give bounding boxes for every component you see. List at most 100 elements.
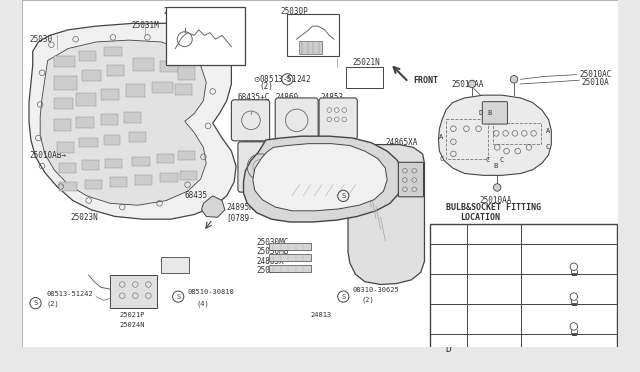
- Bar: [124, 112, 141, 123]
- Text: 25031M: 25031M: [132, 20, 159, 29]
- Text: (4): (4): [197, 300, 210, 307]
- FancyBboxPatch shape: [275, 98, 318, 143]
- Bar: [76, 93, 96, 106]
- Bar: [59, 163, 76, 173]
- Text: S: S: [341, 294, 346, 299]
- Text: AP/8^0P05: AP/8^0P05: [578, 371, 612, 372]
- Bar: [82, 160, 99, 170]
- Text: 25010AC: 25010AC: [579, 70, 612, 79]
- Text: 24853: 24853: [320, 93, 343, 102]
- Text: 1.4W: 1.4W: [485, 289, 504, 298]
- Bar: [110, 275, 157, 308]
- Text: 25031: 25031: [287, 157, 310, 166]
- Text: 25030+A: 25030+A: [350, 175, 382, 185]
- Text: 25030M: 25030M: [529, 247, 557, 256]
- Bar: [129, 132, 145, 142]
- Text: 14V_: 14V_: [485, 250, 504, 259]
- Bar: [79, 138, 98, 147]
- Bar: [287, 14, 339, 56]
- Text: D: D: [446, 344, 452, 354]
- Text: 24865XA: 24865XA: [385, 138, 418, 147]
- Text: S: S: [341, 193, 346, 199]
- Text: 68435: 68435: [185, 191, 208, 200]
- Text: 25030: 25030: [29, 35, 52, 44]
- Bar: [166, 7, 245, 65]
- Text: 25030P: 25030P: [281, 7, 308, 16]
- Text: LOCATION: LOCATION: [432, 231, 466, 237]
- Text: C: C: [446, 314, 452, 324]
- FancyBboxPatch shape: [398, 162, 424, 197]
- Text: C: C: [486, 157, 490, 163]
- Bar: [180, 171, 197, 180]
- Text: 24881F: 24881F: [390, 257, 415, 263]
- Bar: [104, 46, 122, 56]
- Bar: [430, 224, 616, 364]
- Bar: [106, 158, 122, 168]
- Bar: [269, 243, 310, 250]
- FancyBboxPatch shape: [483, 102, 508, 124]
- Text: 24850: 24850: [241, 138, 264, 147]
- Text: B: B: [488, 110, 492, 116]
- Bar: [54, 98, 73, 109]
- Bar: [269, 254, 310, 261]
- Bar: [493, 123, 541, 144]
- Text: 25030MC: 25030MC: [257, 238, 289, 247]
- Text: C: C: [439, 155, 444, 161]
- Text: 25021P: 25021P: [120, 312, 145, 318]
- Text: 24865XB: 24865XB: [355, 166, 388, 175]
- Text: A: A: [439, 134, 444, 140]
- FancyBboxPatch shape: [238, 142, 283, 192]
- Bar: [161, 257, 189, 273]
- Text: (2): (2): [259, 82, 273, 91]
- Polygon shape: [40, 40, 206, 205]
- Text: 25010AA: 25010AA: [479, 196, 511, 205]
- Bar: [54, 77, 77, 90]
- Bar: [101, 89, 120, 100]
- Bar: [152, 82, 173, 93]
- Text: 25024N: 25024N: [120, 322, 145, 328]
- Bar: [104, 135, 120, 145]
- Bar: [82, 70, 101, 81]
- Text: 25023N: 25023N: [70, 213, 98, 222]
- Bar: [178, 151, 195, 160]
- Text: [0789-: [0789-: [227, 213, 255, 222]
- Bar: [54, 119, 71, 131]
- Text: CODE NO.: CODE NO.: [552, 231, 586, 237]
- Text: 24852: 24852: [164, 7, 187, 16]
- Circle shape: [468, 80, 476, 88]
- Text: 14V_: 14V_: [485, 310, 504, 319]
- Text: 24055: 24055: [281, 138, 304, 147]
- Bar: [59, 182, 77, 191]
- Text: C: C: [545, 144, 550, 150]
- FancyBboxPatch shape: [282, 142, 326, 192]
- Text: 24860P: 24860P: [529, 277, 557, 286]
- Polygon shape: [438, 95, 551, 175]
- Polygon shape: [202, 196, 225, 217]
- Text: $\odot$08513-51212: $\odot$08513-51212: [320, 188, 378, 199]
- Text: C: C: [500, 157, 504, 163]
- Text: 25021N: 25021N: [353, 58, 380, 67]
- Text: 25010AA: 25010AA: [451, 80, 484, 89]
- Text: B: B: [493, 163, 497, 169]
- Text: 24860PC: 24860PC: [529, 337, 561, 346]
- Text: A: A: [545, 128, 550, 134]
- Bar: [159, 61, 178, 72]
- Text: SPECIFI: SPECIFI: [479, 231, 509, 237]
- Bar: [76, 116, 94, 128]
- Bar: [85, 180, 102, 189]
- Bar: [79, 51, 96, 61]
- Polygon shape: [348, 145, 424, 285]
- Text: 08513-51242: 08513-51242: [47, 291, 93, 297]
- Bar: [57, 142, 74, 153]
- Polygon shape: [29, 23, 236, 219]
- Text: 08510-30810: 08510-30810: [188, 289, 234, 295]
- Circle shape: [510, 76, 518, 83]
- Bar: [110, 177, 127, 186]
- Text: 24860PA: 24860PA: [529, 307, 561, 316]
- Text: 25010A: 25010A: [581, 78, 609, 87]
- Text: 3.4W: 3.4W: [485, 259, 504, 269]
- Text: FRONT: FRONT: [413, 77, 438, 86]
- Text: LED: LED: [488, 340, 501, 349]
- Text: 68435+C: 68435+C: [238, 93, 270, 102]
- Bar: [101, 114, 118, 125]
